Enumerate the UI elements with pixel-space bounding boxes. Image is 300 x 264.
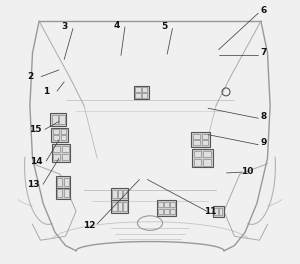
FancyBboxPatch shape xyxy=(57,178,62,186)
FancyBboxPatch shape xyxy=(57,190,62,197)
FancyBboxPatch shape xyxy=(191,132,210,147)
FancyBboxPatch shape xyxy=(214,208,218,215)
FancyBboxPatch shape xyxy=(142,93,147,98)
FancyBboxPatch shape xyxy=(52,144,70,162)
FancyBboxPatch shape xyxy=(164,202,169,207)
FancyBboxPatch shape xyxy=(202,134,208,139)
FancyBboxPatch shape xyxy=(202,140,208,145)
Text: 15: 15 xyxy=(29,125,41,134)
FancyBboxPatch shape xyxy=(193,140,200,145)
Text: 14: 14 xyxy=(30,157,43,166)
FancyBboxPatch shape xyxy=(56,176,70,188)
Text: 11: 11 xyxy=(205,207,217,216)
FancyBboxPatch shape xyxy=(135,93,141,98)
Text: 6: 6 xyxy=(260,6,267,15)
FancyBboxPatch shape xyxy=(62,154,69,160)
FancyBboxPatch shape xyxy=(194,151,201,157)
FancyBboxPatch shape xyxy=(53,129,59,134)
Text: 2: 2 xyxy=(28,72,34,81)
FancyBboxPatch shape xyxy=(50,112,66,126)
Text: 5: 5 xyxy=(161,22,168,31)
FancyBboxPatch shape xyxy=(193,134,200,139)
FancyBboxPatch shape xyxy=(192,149,213,167)
FancyBboxPatch shape xyxy=(158,202,163,207)
FancyBboxPatch shape xyxy=(52,115,58,124)
FancyBboxPatch shape xyxy=(123,190,127,198)
FancyBboxPatch shape xyxy=(164,209,169,214)
FancyBboxPatch shape xyxy=(134,86,149,99)
FancyBboxPatch shape xyxy=(170,209,175,214)
FancyBboxPatch shape xyxy=(157,200,176,216)
FancyBboxPatch shape xyxy=(61,135,67,140)
FancyBboxPatch shape xyxy=(170,202,175,207)
FancyBboxPatch shape xyxy=(123,202,127,211)
Text: 4: 4 xyxy=(114,21,120,30)
FancyBboxPatch shape xyxy=(194,159,201,166)
Text: 13: 13 xyxy=(27,180,40,189)
FancyBboxPatch shape xyxy=(61,129,67,134)
Text: 12: 12 xyxy=(83,221,95,230)
FancyBboxPatch shape xyxy=(53,154,60,160)
FancyBboxPatch shape xyxy=(53,135,59,140)
Text: 8: 8 xyxy=(260,112,267,121)
FancyBboxPatch shape xyxy=(112,202,117,211)
FancyBboxPatch shape xyxy=(118,190,122,198)
Text: 10: 10 xyxy=(242,167,254,176)
FancyBboxPatch shape xyxy=(218,208,222,215)
FancyBboxPatch shape xyxy=(142,87,147,92)
FancyBboxPatch shape xyxy=(118,202,122,211)
FancyBboxPatch shape xyxy=(112,190,117,198)
Text: 3: 3 xyxy=(62,22,68,31)
FancyBboxPatch shape xyxy=(213,206,224,217)
Text: 1: 1 xyxy=(44,87,50,96)
Text: 7: 7 xyxy=(260,48,267,57)
Text: 9: 9 xyxy=(260,138,267,147)
FancyBboxPatch shape xyxy=(203,159,211,166)
FancyBboxPatch shape xyxy=(64,190,68,197)
FancyBboxPatch shape xyxy=(158,209,163,214)
FancyBboxPatch shape xyxy=(135,87,141,92)
FancyBboxPatch shape xyxy=(51,128,68,142)
FancyBboxPatch shape xyxy=(111,188,128,200)
FancyBboxPatch shape xyxy=(111,200,128,213)
FancyBboxPatch shape xyxy=(53,146,60,152)
FancyBboxPatch shape xyxy=(64,178,68,186)
FancyBboxPatch shape xyxy=(203,151,211,157)
FancyBboxPatch shape xyxy=(62,146,69,152)
FancyBboxPatch shape xyxy=(59,115,65,124)
FancyBboxPatch shape xyxy=(56,187,70,199)
